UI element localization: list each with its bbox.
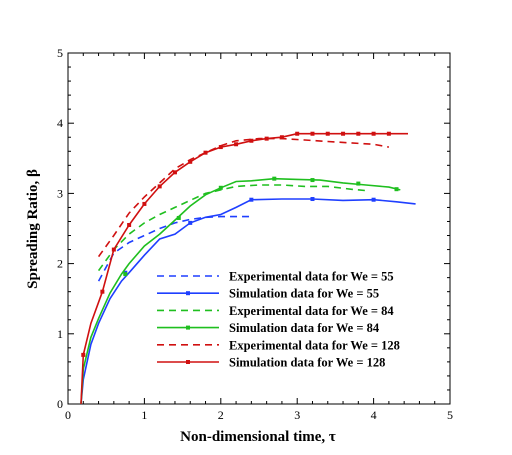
series-6-marker	[325, 131, 330, 136]
series-6-marker	[295, 131, 300, 136]
series-6-marker	[310, 131, 315, 136]
series-layer	[80, 131, 416, 405]
series-2-marker	[310, 197, 315, 202]
x-tick-label: 5	[447, 408, 453, 422]
series-2-marker	[249, 197, 254, 202]
series-2-marker	[188, 220, 193, 225]
legend-marker-4	[186, 325, 190, 330]
x-tick-label: 2	[218, 408, 224, 422]
legend-label-5: Experimental data for We = 128	[229, 338, 400, 352]
legend-label-2: Simulation data for We = 55	[229, 287, 379, 301]
series-4-marker	[176, 215, 181, 220]
legend-marker-2	[186, 291, 190, 296]
series-6-marker	[172, 170, 177, 175]
series-line-1	[97, 215, 252, 282]
legend-marker-6	[186, 360, 190, 364]
series-6-marker	[127, 222, 132, 227]
series-6-marker	[341, 131, 346, 136]
x-tick-label: 1	[141, 408, 147, 422]
series-line-6	[80, 132, 408, 405]
series-4-marker	[310, 178, 315, 183]
series-6-marker	[157, 184, 162, 189]
ticks: 0 1 2 3 4 5 0 1 2 3 4 5	[57, 46, 453, 422]
x-axis-label: Non-dimensional time, τ	[180, 429, 336, 445]
y-tick-label: 4	[57, 116, 63, 130]
y-tick-label: 2	[57, 257, 63, 271]
series-4-marker	[394, 187, 399, 192]
legend-label-1: Experimental data for We = 55	[229, 270, 394, 284]
legend: Experimental data for We = 55 Simulation …	[157, 270, 400, 370]
series-4-marker	[218, 185, 223, 190]
series-6-marker	[81, 352, 86, 357]
series-line-4	[80, 177, 401, 405]
series-6-marker	[249, 138, 254, 143]
series-4-marker	[356, 181, 361, 186]
series-6-marker	[100, 289, 105, 294]
series-6-marker	[234, 142, 239, 147]
series-2-marker	[371, 197, 376, 202]
x-tick-label: 4	[371, 408, 377, 422]
series-6-marker	[188, 159, 193, 164]
series-6-marker	[356, 131, 361, 136]
series-6-marker	[264, 136, 269, 141]
legend-label-6: Simulation data for We = 128	[229, 356, 385, 370]
y-tick-label: 3	[57, 186, 63, 200]
series-6-marker	[218, 145, 223, 150]
x-tick-label: 0	[65, 408, 71, 422]
series-6-marker	[111, 247, 116, 252]
legend-label-4: Simulation data for We = 84	[229, 321, 380, 335]
y-tick-label: 5	[57, 46, 63, 60]
axes	[67, 52, 451, 405]
series-6-marker	[279, 135, 284, 140]
y-tick-label: 1	[57, 327, 63, 341]
series-6-marker	[203, 150, 208, 155]
series-line-3	[97, 184, 367, 272]
y-axis-label: Spreading Ratio, β	[25, 169, 41, 289]
legend-label-3: Experimental data for We = 84	[229, 304, 394, 318]
series-6-marker	[371, 131, 376, 136]
series-4-marker	[123, 272, 128, 277]
y-tick-label: 0	[57, 397, 63, 411]
plot-frame	[67, 52, 451, 405]
series-6-marker	[142, 201, 147, 206]
x-tick-label: 3	[294, 408, 300, 422]
series-6-marker	[386, 131, 391, 136]
series-4-marker	[272, 176, 277, 181]
